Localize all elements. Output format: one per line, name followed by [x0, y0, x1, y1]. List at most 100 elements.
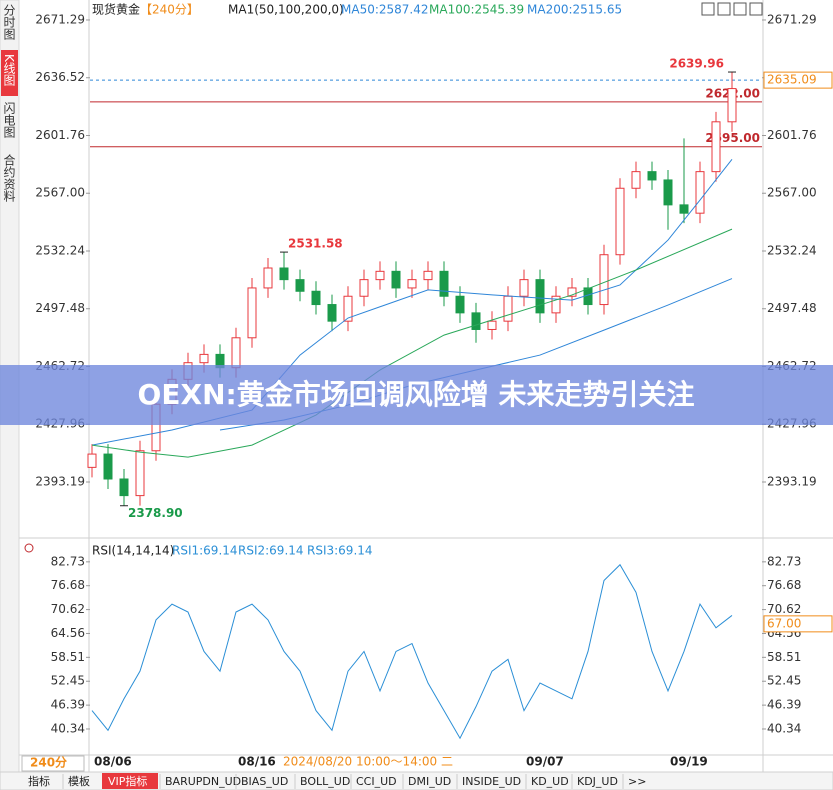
- sidebar-tab[interactable]: 分时图: [2, 4, 16, 40]
- y-tick-label: 2497.48: [767, 301, 817, 315]
- y-tick-label: 40.34: [767, 721, 801, 735]
- candle-body: [327, 304, 337, 322]
- candle-body: [615, 187, 625, 256]
- legend-entry: RSI1:69.14: [172, 544, 238, 558]
- bottom-tab[interactable]: BIAS_UD: [241, 775, 288, 788]
- y-tick-label: 40.34: [51, 721, 85, 735]
- x-tick-label: 09/19: [670, 755, 708, 769]
- candle-body: [679, 204, 689, 214]
- sidebar-tab-active: [1, 50, 18, 96]
- candle-body: [487, 320, 497, 330]
- candle-body: [103, 453, 113, 480]
- y-tick-label: 46.39: [51, 698, 85, 712]
- bottom-tab[interactable]: BARUPDN_UD: [165, 775, 241, 788]
- candle-body: [455, 295, 465, 314]
- legend-entry: RSI3:69.14: [307, 544, 373, 558]
- candle-body: [343, 295, 353, 322]
- bottom-tab[interactable]: KD_UD: [531, 775, 569, 788]
- sidebar-tab[interactable]: K线图: [2, 54, 16, 86]
- last-price-label: 2635.09: [767, 73, 817, 87]
- x-tick-label: 08/16: [238, 755, 276, 769]
- rsi-last-label: 67.00: [767, 616, 801, 630]
- candle-body: [231, 337, 241, 369]
- chart-title: 现货黄金: [92, 2, 140, 17]
- icon[interactable]: [717, 2, 731, 16]
- period-button[interactable]: [21, 755, 85, 772]
- y-tick-label: 2567.00: [767, 186, 817, 200]
- toolbar-icons: [701, 2, 763, 16]
- y-tick-label: 2601.76: [35, 128, 85, 142]
- y-tick-label: 52.45: [51, 674, 85, 688]
- y-tick-label: 2601.76: [767, 128, 817, 142]
- candle-body: [279, 267, 289, 281]
- bottom-tab[interactable]: CCI_UD: [356, 775, 397, 788]
- y-tick-label: 52.45: [767, 674, 801, 688]
- candle-body: [391, 270, 401, 289]
- candle-body: [535, 279, 545, 314]
- period-button-label[interactable]: 240分: [30, 755, 67, 770]
- y-tick-label: 70.62: [51, 602, 85, 616]
- candle-body: [631, 171, 641, 189]
- bottom-tab[interactable]: INSIDE_UD: [462, 775, 521, 788]
- y-tick-label: 64.56: [51, 626, 85, 640]
- legend-entry: MA50:2587.42: [341, 3, 429, 17]
- icon[interactable]: [733, 2, 747, 16]
- y-tick-label: 70.62: [767, 602, 801, 616]
- tab-active: [102, 773, 158, 789]
- candle-body: [359, 279, 369, 297]
- extreme-label: 2639.96: [669, 57, 724, 71]
- bottom-tab[interactable]: 指标: [28, 774, 50, 788]
- y-tick-label: 46.39: [767, 698, 801, 712]
- candle-body: [311, 290, 321, 306]
- candle-body: [503, 295, 513, 322]
- settings-icon[interactable]: [24, 543, 34, 553]
- candle-body: [711, 121, 721, 173]
- rsi-last-box: [763, 615, 833, 633]
- icon[interactable]: [701, 2, 715, 16]
- candle-body: [551, 295, 561, 314]
- y-tick-label: 2671.29: [35, 12, 85, 26]
- y-tick-label: 2497.48: [35, 301, 85, 315]
- y-tick-label: 2532.24: [35, 243, 85, 257]
- candle-body: [247, 287, 257, 339]
- indicator-label: MA1(50,100,200,0): [228, 3, 344, 17]
- candle-body: [295, 279, 305, 292]
- crosshair-label: 2024/08/20 10:00～14:00 二: [283, 755, 453, 769]
- icon[interactable]: [749, 2, 763, 16]
- rsi-line: [91, 563, 733, 740]
- banner-band: [0, 365, 833, 425]
- candle-body: [663, 179, 673, 206]
- candle-body: [135, 450, 145, 497]
- candle-body: [647, 171, 657, 181]
- x-tick-label: 09/07: [526, 755, 564, 769]
- sidebar-tab[interactable]: 合约资料: [2, 153, 16, 202]
- tab-bar: [0, 771, 833, 790]
- bottom-tab[interactable]: DMI_UD: [408, 775, 451, 788]
- candle-body: [727, 88, 737, 123]
- y-tick-label: 2671.29: [767, 12, 817, 26]
- sidebar-tab[interactable]: 闪电图: [2, 102, 16, 138]
- candle-body: [199, 353, 209, 364]
- candle-body: [375, 270, 385, 281]
- bottom-tab[interactable]: >>: [628, 775, 646, 788]
- banner-text: OEXN:黄金市场回调风险增 未来走势引关注: [138, 378, 695, 411]
- y-tick-label: 58.51: [51, 650, 85, 664]
- candle-body: [87, 453, 97, 468]
- candle-body: [263, 267, 273, 289]
- bottom-tab[interactable]: 模板: [68, 774, 90, 788]
- y-tick-label: 2636.52: [35, 70, 85, 84]
- candle-body: [439, 270, 449, 297]
- bottom-tab[interactable]: VIP指标: [108, 774, 147, 788]
- candle-body: [567, 287, 577, 297]
- y-tick-label: 76.68: [51, 578, 85, 592]
- legend-entry: MA200:2515.65: [527, 3, 622, 17]
- legend-entry: RSI2:69.14: [238, 544, 304, 558]
- y-tick-label: 76.68: [767, 578, 801, 592]
- y-tick-label: 82.73: [767, 554, 801, 568]
- y-tick-label: 2532.24: [767, 243, 817, 257]
- bottom-tab[interactable]: KDJ_UD: [577, 775, 618, 788]
- legend-entry: MA100:2545.39: [429, 3, 524, 17]
- y-tick-label: 2393.19: [35, 475, 85, 489]
- bottom-tab[interactable]: BOLL_UD: [300, 775, 350, 788]
